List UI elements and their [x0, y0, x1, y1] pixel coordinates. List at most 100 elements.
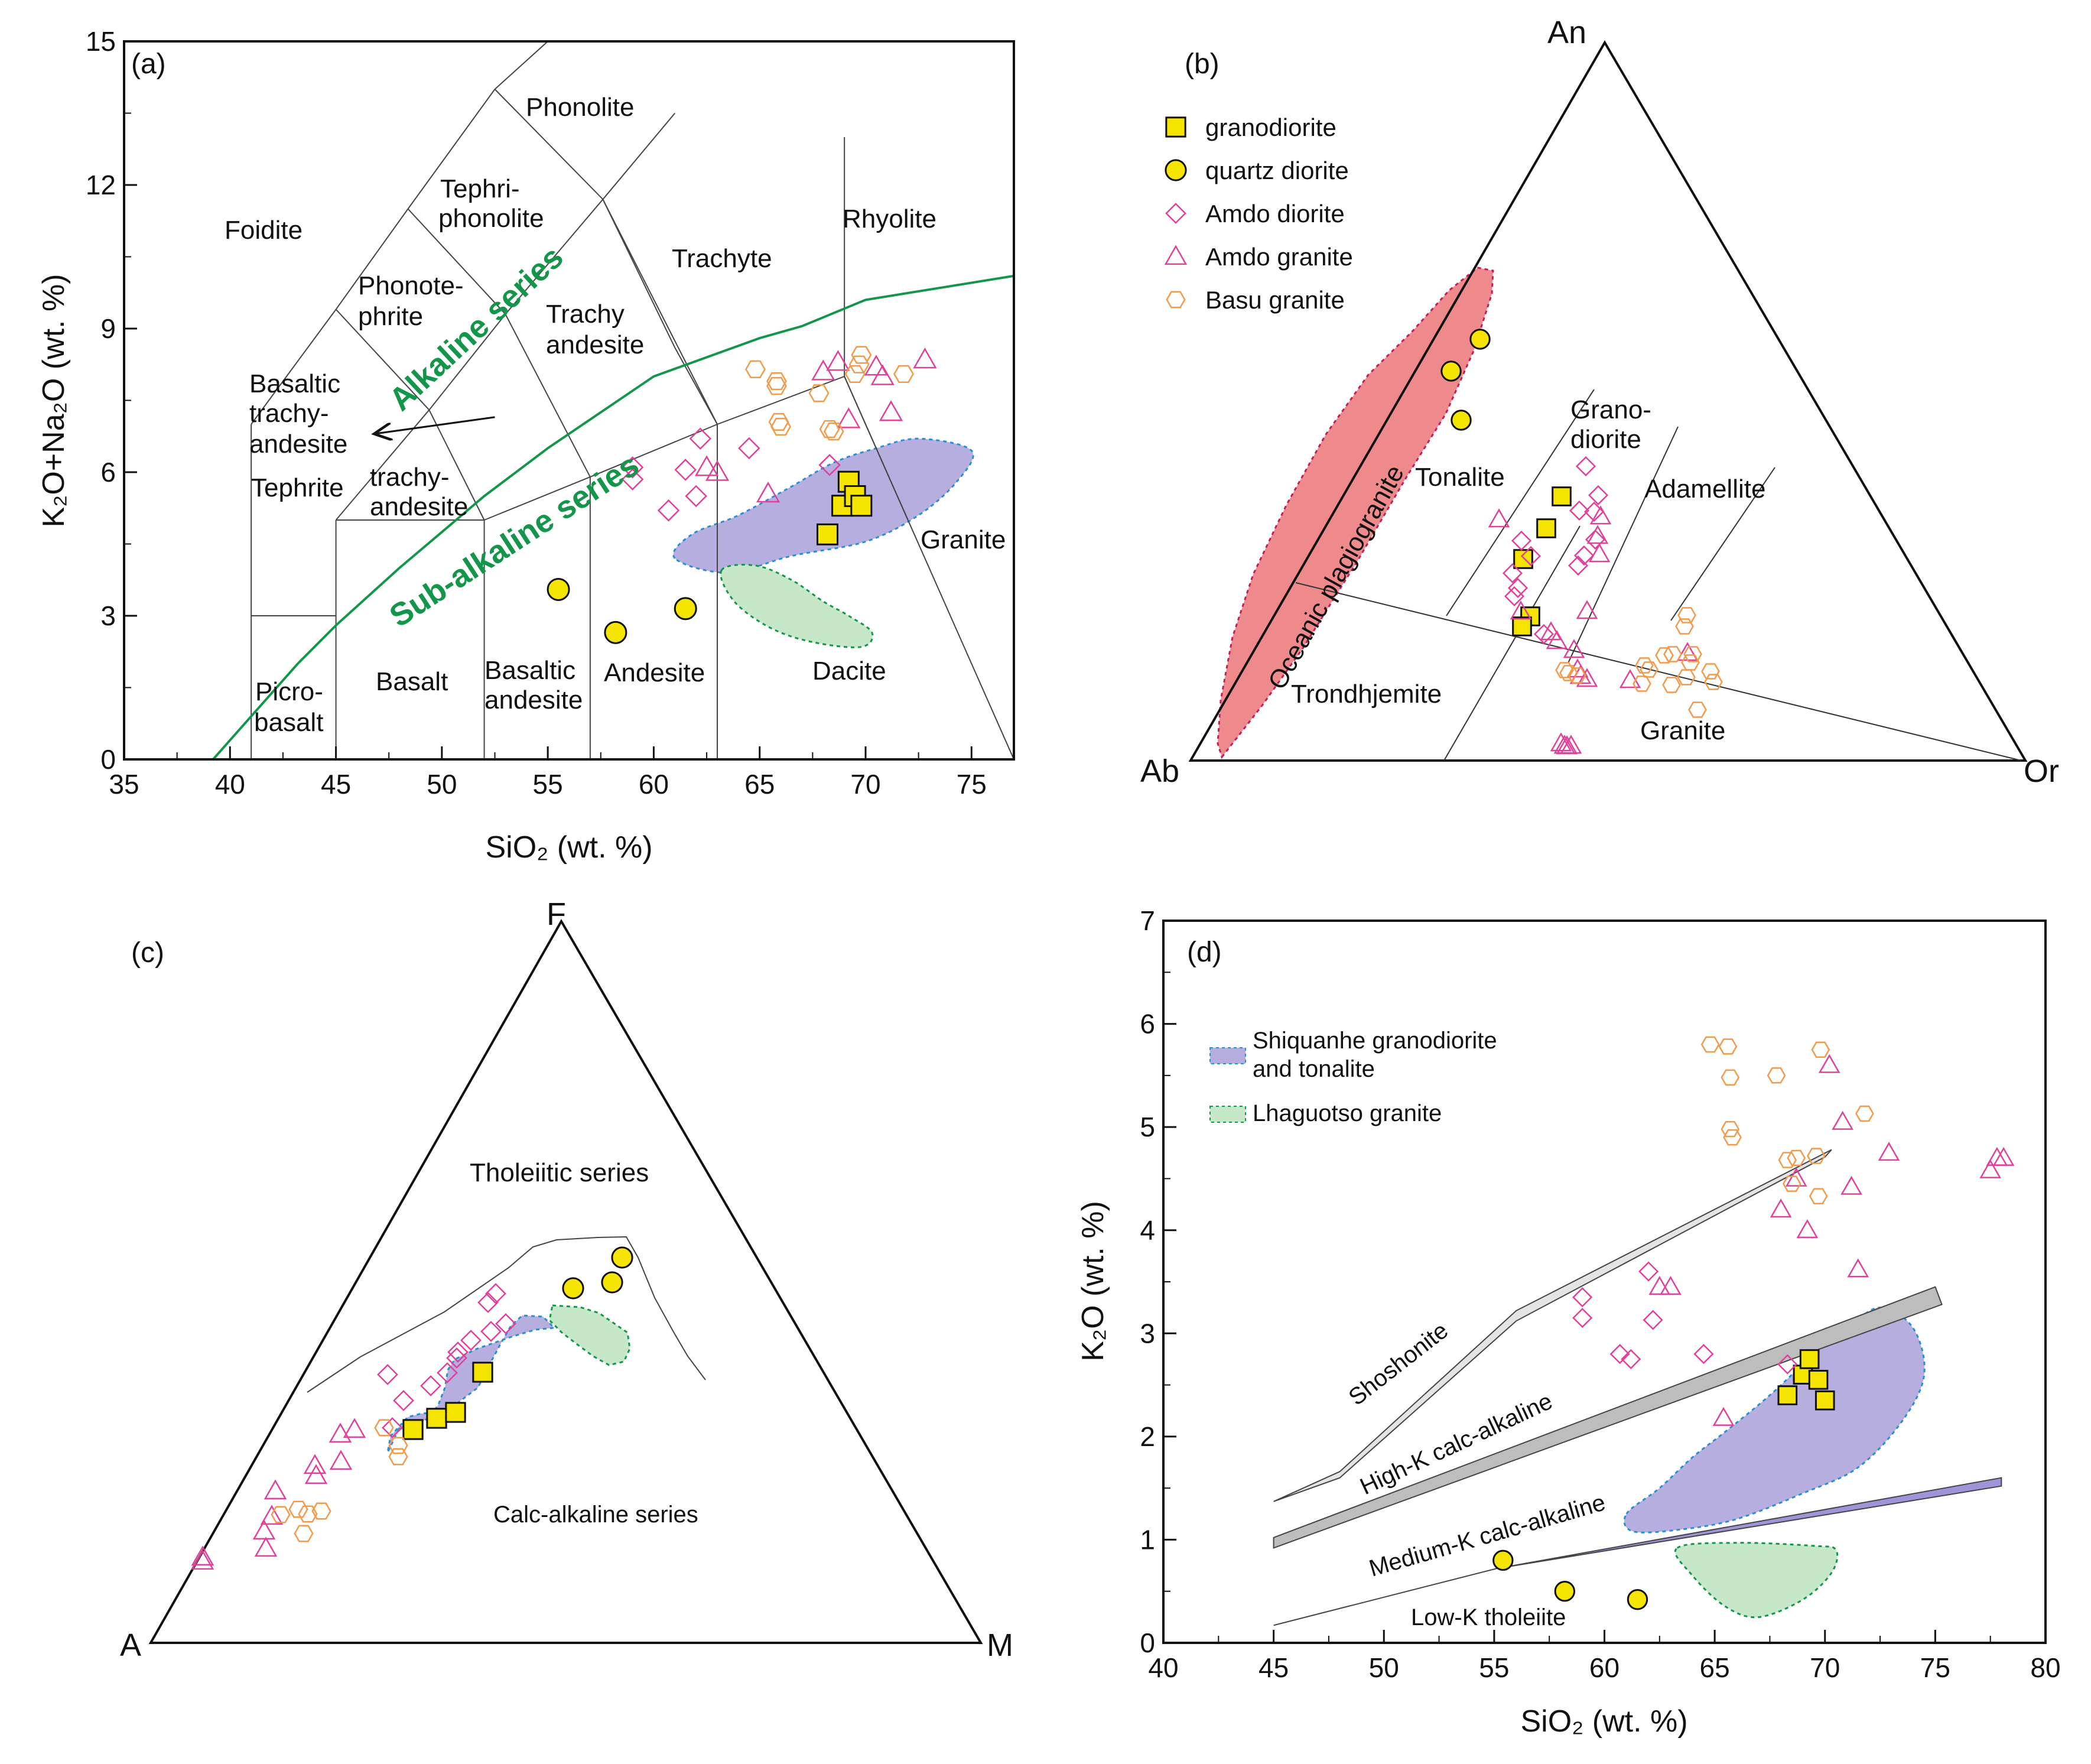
panel-c-point-hexagon-5	[294, 1525, 314, 1542]
panel-b-point-diamond-5	[1573, 545, 1595, 566]
panel-b-point-hexagon-2	[1663, 646, 1682, 662]
panel-a-grid-line-23	[505, 314, 591, 477]
label-tephriphonolite-2: phonolite	[438, 204, 544, 233]
panel-d-field-lhaguotso-granite	[1674, 1542, 1839, 1619]
panel-d-point-amdo-granite-4	[1785, 1167, 1807, 1187]
panel-d-point-basu-granite-11	[1811, 1041, 1830, 1058]
panel-d-shaded-fields	[1623, 1307, 1926, 1619]
panel-b-point-triangle-10	[1576, 668, 1598, 687]
label-mediumk: Medium-K calc-alkaline	[1366, 1489, 1608, 1581]
legend-lhaguotso: Lhaguotso granite	[1253, 1100, 1442, 1126]
label-basaltic-andesite-1: Basaltic	[484, 656, 575, 685]
panel-a-point-basu-granite-10	[851, 346, 872, 364]
label-dacite: Dacite	[812, 657, 886, 686]
panel-a-data-points	[547, 346, 937, 644]
panel-b-legend: granodiorite quartz diorite Amdo diorite Am…	[1164, 113, 1353, 314]
label-bta-1: Basaltic	[249, 369, 340, 398]
panel-b-tag: (b)	[1185, 48, 1220, 80]
panel-d-ytick-label-7: 7	[1140, 905, 1155, 936]
panel-d-point-basu-granite-8	[1787, 1149, 1806, 1167]
panel-d-point-amdo-granite-0	[1648, 1276, 1671, 1295]
panel-a-point-amdo-diorite-5	[689, 427, 712, 450]
label-tonalite: Tonalite	[1415, 463, 1505, 492]
legend-label-amdo_diorite: Amdo diorite	[1205, 200, 1345, 228]
panel-d-xtick-label-6: 70	[1810, 1652, 1840, 1683]
panel-b-point-circle-2	[1451, 410, 1472, 431]
panel-a-grid-line-2	[335, 208, 409, 310]
panel-d-xtick-label-4: 60	[1589, 1652, 1620, 1683]
panel-c-point-triangle-2	[329, 1450, 353, 1470]
panel-d-point-basu-granite-9	[1806, 1148, 1826, 1164]
panel-d-xtick-label-5: 65	[1700, 1652, 1730, 1683]
panel-a-point-amdo-granite-6	[864, 355, 889, 376]
legend-swatch-lhaguotso	[1209, 1106, 1246, 1123]
panel-d-point-amdo-granite-2	[1712, 1406, 1735, 1426]
panel-b-boundary-1	[1443, 525, 1581, 761]
panel-d-boundary-bands	[1273, 1149, 2002, 1626]
panel-d-field-shiquanhe-granodiorite-and-tonalite	[1623, 1307, 1926, 1534]
panel-a-grid-line-1	[251, 309, 337, 425]
panel-c-afm-diagram: (c) F A M Tholeiitic series Calc-alkalin…	[120, 896, 1013, 1663]
panel-d-point-amdo-granite-3	[1770, 1198, 1792, 1218]
panel-a-point-amdo-granite-9	[913, 347, 937, 369]
panel-a-xtick-label-2: 45	[321, 769, 351, 800]
panel-a-point-quartz-diorite-2	[674, 597, 697, 621]
apex-ab: Ab	[1140, 753, 1179, 789]
panel-a-axes: 35 40 45 50 55 60 65 70 75 0 3 6 9 12 15	[86, 26, 987, 800]
panel-b-point-diamond-12	[1533, 623, 1555, 645]
panel-a-grid-line-8	[428, 314, 506, 411]
legend-swatch-shiquanhe	[1209, 1047, 1246, 1064]
panel-a-xtick-label-4: 55	[533, 769, 563, 800]
panel-a-arrow	[374, 416, 495, 434]
panel-b-point-triangle-2	[1586, 525, 1609, 544]
panel-d-ylabel: K₂O (wt. %)	[1076, 1201, 1110, 1362]
panel-a-point-amdo-granite-2	[756, 481, 781, 503]
panel-a-point-amdo-diorite-2	[657, 499, 680, 522]
panel-a-ytick-label-5: 15	[86, 26, 116, 57]
panel-a-grid-line-20	[335, 308, 430, 411]
panel-a-ytick-label-1: 3	[100, 600, 116, 631]
panel-a-grid-line-27	[674, 347, 718, 425]
label-basaltic-andesite-2: andesite	[484, 686, 583, 714]
panel-a-field-lhaguotso-granite	[720, 564, 874, 648]
panel-b-point-hexagon-4	[1683, 646, 1702, 662]
label-trachyandesite-2: andesite	[546, 330, 644, 359]
panel-a-point-amdo-diorite-1	[621, 468, 644, 490]
panel-a-xtick-label-0: 35	[109, 769, 139, 800]
panel-d-point-quartz-diorite-2	[1627, 1588, 1648, 1610]
panel-b-point-diamond-0	[1575, 456, 1596, 477]
panel-b-tonalite-boundary	[1446, 389, 1595, 616]
panel-c-point-square-1	[426, 1408, 447, 1429]
panel-b-trondhjemite-granite-boundary	[1295, 582, 2022, 761]
panel-a-xtick-label-3: 50	[427, 769, 457, 800]
label-shoshonite: Shoshonite	[1344, 1317, 1453, 1411]
apex-an: An	[1547, 15, 1586, 50]
label-calc-alkaline: Calc-alkaline series	[493, 1502, 698, 1528]
label-granodiorite-1: Grano-	[1570, 395, 1651, 424]
label-trachyte: Trachyte	[672, 244, 772, 273]
panel-d-point-granodiorite-2	[1799, 1349, 1820, 1369]
panel-d-data-points	[1492, 1036, 2015, 1610]
label-picrobasalt-1: Picro-	[255, 677, 323, 706]
panel-d-point-basu-granite-10	[1809, 1188, 1828, 1204]
panel-a-grid-line-13	[484, 476, 591, 521]
label-trachybasalt-1: trachy-	[370, 463, 449, 492]
panel-d-point-basu-granite-5	[1767, 1067, 1786, 1084]
label-granodiorite-2: diorite	[1570, 425, 1641, 454]
panel-d-xtick-label-7: 75	[1920, 1652, 1950, 1683]
panel-b-point-square-1	[1536, 518, 1556, 538]
panel-b-an-ab-or-diagram: (b) An Ab Or Grano- diorite Tonalite Ada…	[1140, 15, 2059, 789]
panel-b-point-circle-0	[1469, 329, 1491, 350]
panel-c-point-hexagon-0	[374, 1419, 394, 1437]
legend-marker-amdo_diorite	[1165, 203, 1186, 224]
panel-c-point-diamond-0	[485, 1283, 506, 1304]
label-bta-3: andesite	[249, 430, 347, 459]
panel-a-point-basu-granite-0	[745, 360, 766, 378]
panel-b-point-hexagon-7	[1677, 669, 1696, 686]
panel-c-point-triangle-5	[264, 1479, 287, 1500]
panel-b-point-hexagon-0	[1677, 607, 1696, 623]
panel-b-point-triangle-1	[1589, 505, 1612, 525]
panel-a-xtick-label-1: 40	[215, 769, 245, 800]
panel-d-ytick-label-1: 1	[1140, 1524, 1155, 1555]
